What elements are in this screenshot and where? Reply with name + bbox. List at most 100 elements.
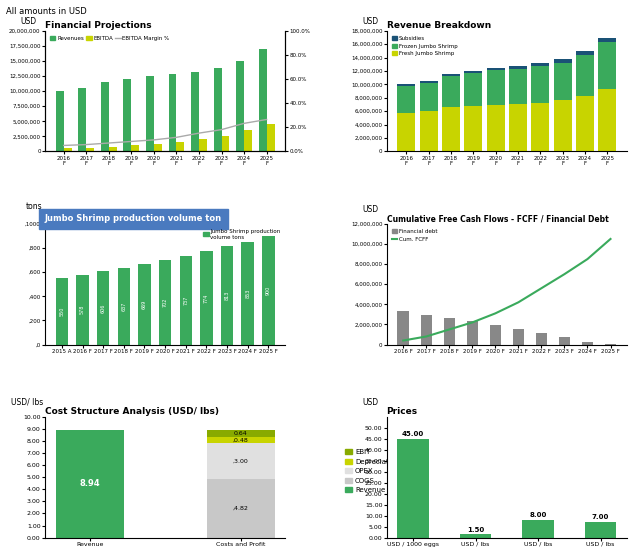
Bar bbox=[244, 130, 252, 151]
Text: 7.00: 7.00 bbox=[592, 515, 609, 520]
Bar bbox=[154, 144, 162, 151]
Bar bbox=[56, 430, 124, 538]
Bar bbox=[207, 437, 275, 443]
Bar bbox=[582, 342, 593, 344]
Bar bbox=[465, 73, 483, 105]
Bar bbox=[146, 76, 154, 151]
Text: Cost Structure Analysis (USD/ lbs): Cost Structure Analysis (USD/ lbs) bbox=[45, 407, 219, 416]
Bar bbox=[420, 81, 438, 83]
Bar bbox=[236, 61, 244, 151]
Bar bbox=[56, 91, 63, 151]
Text: Prices: Prices bbox=[387, 407, 418, 416]
Text: USD: USD bbox=[362, 398, 379, 407]
Text: Executive Summary: Executive Summary bbox=[3, 13, 127, 24]
Bar bbox=[487, 68, 504, 71]
Bar bbox=[241, 241, 254, 344]
Bar bbox=[509, 66, 527, 69]
Bar bbox=[531, 102, 549, 151]
Text: Jumbo Shrimp production volume ton: Jumbo Shrimp production volume ton bbox=[45, 214, 222, 223]
Text: 0.64: 0.64 bbox=[234, 431, 248, 436]
Text: 550: 550 bbox=[60, 307, 65, 316]
Legend: Subsidies, Frozen Jumbo Shrimp, Fresh Jumbo Shrimp: Subsidies, Frozen Jumbo Shrimp, Fresh Ju… bbox=[389, 34, 460, 59]
Bar bbox=[598, 42, 616, 89]
Bar bbox=[554, 100, 572, 151]
Bar bbox=[97, 272, 109, 344]
Text: All amounts in USD: All amounts in USD bbox=[6, 7, 87, 16]
Bar bbox=[487, 71, 504, 105]
Bar bbox=[131, 146, 139, 151]
Text: 737: 737 bbox=[183, 295, 188, 305]
Text: USD/ lbs: USD/ lbs bbox=[11, 398, 44, 407]
Text: 1.50: 1.50 bbox=[467, 526, 484, 533]
Bar bbox=[101, 82, 109, 151]
Text: USD: USD bbox=[362, 17, 379, 26]
Bar bbox=[397, 439, 429, 538]
Text: 774: 774 bbox=[204, 293, 209, 302]
Bar bbox=[191, 72, 199, 151]
Text: 853: 853 bbox=[245, 288, 250, 298]
Bar bbox=[159, 260, 172, 344]
Bar bbox=[86, 148, 94, 151]
Text: 900: 900 bbox=[266, 286, 271, 295]
Bar bbox=[259, 49, 267, 151]
Bar bbox=[138, 264, 150, 344]
Bar bbox=[397, 113, 415, 151]
Text: 702: 702 bbox=[163, 297, 168, 307]
Text: 813: 813 bbox=[225, 291, 230, 300]
Bar bbox=[442, 74, 460, 76]
Text: USD: USD bbox=[362, 205, 379, 214]
Bar bbox=[420, 315, 432, 344]
Bar bbox=[207, 430, 275, 437]
Bar bbox=[598, 38, 616, 42]
Bar bbox=[467, 321, 478, 344]
Bar bbox=[397, 85, 415, 86]
Legend: Financial debt, Cum. FCFF: Financial debt, Cum. FCFF bbox=[389, 227, 440, 244]
Bar bbox=[207, 443, 275, 479]
Bar bbox=[576, 96, 594, 151]
Legend: Revenues, EBITDA, EBITDA Margin %: Revenues, EBITDA, EBITDA Margin % bbox=[47, 34, 172, 43]
Text: 45.00: 45.00 bbox=[402, 431, 424, 437]
Bar bbox=[118, 268, 130, 344]
Text: Revenue Breakdown: Revenue Breakdown bbox=[387, 21, 491, 30]
Bar bbox=[513, 329, 524, 344]
Text: 8.00: 8.00 bbox=[529, 512, 547, 519]
Text: tons: tons bbox=[26, 202, 42, 211]
Bar bbox=[221, 137, 229, 151]
Text: 606: 606 bbox=[100, 304, 106, 312]
Bar bbox=[207, 479, 275, 538]
Text: ,3.00: ,3.00 bbox=[233, 459, 248, 464]
Bar bbox=[221, 246, 233, 344]
Bar bbox=[522, 520, 554, 538]
Bar bbox=[598, 89, 616, 151]
Bar bbox=[262, 236, 275, 344]
Bar bbox=[487, 105, 504, 151]
Bar bbox=[200, 251, 212, 344]
Bar bbox=[420, 83, 438, 111]
Bar bbox=[177, 142, 184, 151]
Bar bbox=[585, 522, 616, 538]
Bar bbox=[63, 148, 72, 151]
Bar bbox=[199, 139, 207, 151]
Bar bbox=[509, 69, 527, 104]
Bar bbox=[605, 343, 616, 344]
Bar bbox=[397, 86, 415, 113]
Text: Financial Projections: Financial Projections bbox=[45, 21, 152, 30]
Text: Cumulative Free Cash Flows - FCFF / Financial Debt: Cumulative Free Cash Flows - FCFF / Fina… bbox=[387, 214, 608, 223]
Bar bbox=[531, 63, 549, 66]
Bar bbox=[554, 63, 572, 100]
Text: ,0.48: ,0.48 bbox=[233, 438, 248, 443]
Text: 637: 637 bbox=[122, 301, 126, 311]
Bar bbox=[554, 59, 572, 63]
Text: 578: 578 bbox=[80, 305, 85, 314]
Bar bbox=[214, 68, 221, 151]
Bar bbox=[124, 79, 131, 151]
Bar bbox=[576, 51, 594, 55]
Bar bbox=[420, 111, 438, 151]
Bar bbox=[465, 71, 483, 73]
Text: ,4.82: ,4.82 bbox=[232, 506, 248, 511]
Bar bbox=[531, 66, 549, 102]
Bar bbox=[397, 311, 409, 344]
Bar bbox=[78, 88, 86, 151]
Bar bbox=[576, 55, 594, 96]
Bar bbox=[536, 333, 547, 344]
